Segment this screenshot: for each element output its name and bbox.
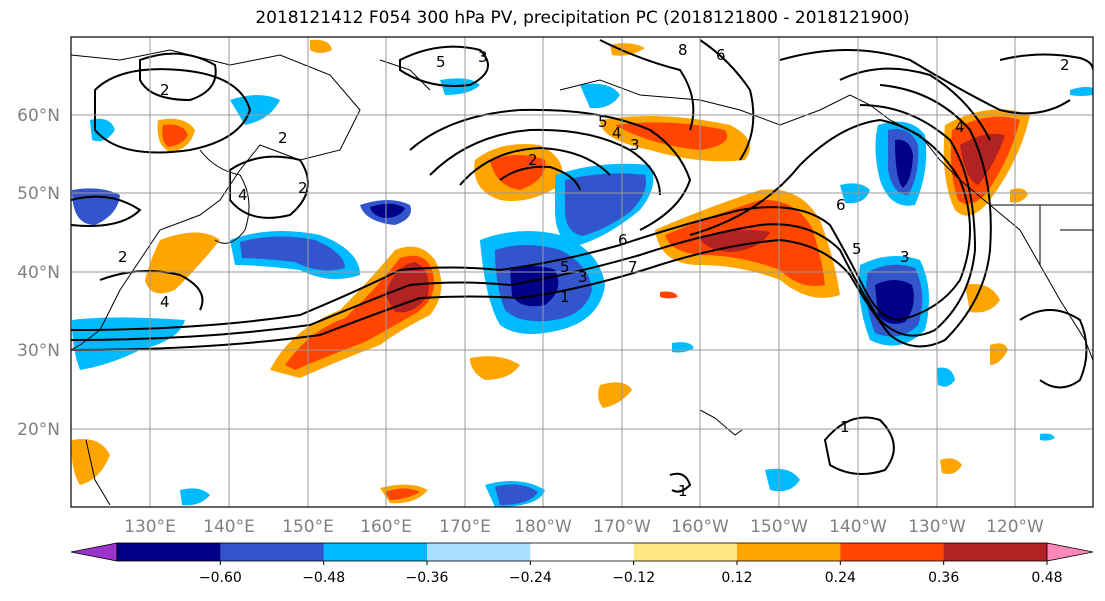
- contour-label: 4: [160, 293, 170, 311]
- lon-label: 160°W: [671, 517, 729, 537]
- lon-label: 120°W: [986, 517, 1044, 537]
- contour-label: 6: [836, 196, 846, 214]
- lon-label: 130°W: [908, 517, 966, 537]
- contour-label: 6: [716, 46, 726, 64]
- map-frame: [70, 36, 1094, 508]
- colorbar-segment: [737, 543, 841, 561]
- lat-label: 20°N: [17, 420, 60, 440]
- colorbar-tick-label: 0.48: [1031, 570, 1062, 586]
- lon-label: 130°E: [124, 517, 176, 537]
- contour-label: 6: [618, 231, 628, 249]
- contour-label: 8: [678, 41, 688, 59]
- contour-label: 5: [560, 258, 570, 276]
- colorbar-tick-label: −0.60: [199, 570, 242, 586]
- colorbar-tick-label: −0.36: [406, 570, 449, 586]
- lat-label: 40°N: [17, 263, 60, 283]
- contour-label: 3: [900, 248, 910, 266]
- contour-label: 4: [955, 118, 965, 136]
- colorbar-extend-low: [70, 542, 118, 562]
- contour-label: 2: [298, 179, 308, 197]
- lat-label: 50°N: [17, 184, 60, 204]
- lat-axis: 60°N 50°N 40°N 30°N 20°N: [17, 106, 60, 440]
- lon-label: 180°W: [514, 517, 572, 537]
- colorbar-segment: [220, 543, 325, 561]
- graticule: [71, 37, 1093, 507]
- colorbar-segment: [530, 543, 635, 561]
- lon-label: 140°E: [203, 517, 255, 537]
- colorbar-segment: [323, 543, 428, 561]
- contour-label: 5: [436, 53, 446, 71]
- pv-contours: [71, 39, 1093, 493]
- contour-label: 3: [630, 136, 640, 154]
- contour-label: 5: [852, 240, 862, 258]
- contour-label: 2: [160, 81, 170, 99]
- contour-labels: 2 2 2 4 5 3 8 6 5 4 3 2 6 5 3 1 7 6 3 5 …: [118, 41, 1070, 500]
- contour-label: 7: [628, 258, 638, 276]
- colorbar-extend-high: [1046, 542, 1094, 562]
- contour-label: 2: [118, 248, 128, 266]
- coastlines: [71, 49, 1093, 506]
- lon-label: 160°E: [360, 517, 412, 537]
- lon-label: 150°E: [282, 517, 334, 537]
- lat-label: 30°N: [17, 341, 60, 361]
- colorbar-tick-label: 0.36: [928, 570, 959, 586]
- contour-label: 2: [278, 129, 288, 147]
- lon-label: 170°E: [439, 517, 491, 537]
- colorbar-tick-label: −0.24: [509, 570, 552, 586]
- colorbar-tick-label: −0.12: [612, 570, 655, 586]
- colorbar: −0.60 −0.48 −0.36 −0.24 −0.12 0.12 0.24 0.36 0.4…: [70, 542, 1094, 586]
- contour-label: 1: [560, 288, 570, 306]
- map-title: 2018121412 F054 300 hPa PV, precipitatio…: [255, 8, 910, 28]
- colorbar-tick-label: 0.12: [721, 570, 752, 586]
- contour-label: 5: [598, 113, 608, 131]
- colorbar-segment: [117, 543, 221, 561]
- contour-label: 2: [1060, 56, 1070, 74]
- colorbar-tick-label: 0.24: [825, 570, 856, 586]
- contour-label: 1: [840, 418, 850, 436]
- colorbar-segment: [427, 543, 531, 561]
- colorbar-segment: [633, 543, 738, 561]
- lon-label: 150°W: [750, 517, 808, 537]
- lon-label: 170°W: [593, 517, 651, 537]
- lon-axis: 130°E 140°E 150°E 160°E 170°E 180°W 170°…: [124, 517, 1044, 537]
- contour-label: 4: [238, 186, 248, 204]
- contour-label: 4: [612, 124, 622, 142]
- contour-label: 2: [528, 151, 538, 169]
- contour-label: 3: [478, 48, 488, 66]
- lon-label: 140°W: [829, 517, 887, 537]
- colorbar-segment: [840, 543, 945, 561]
- contour-label: 1: [678, 482, 688, 500]
- colorbar-tick-label: −0.48: [302, 570, 345, 586]
- contour-label: 3: [578, 268, 588, 286]
- colorbar-segment: [943, 543, 1048, 561]
- lat-label: 60°N: [17, 106, 60, 126]
